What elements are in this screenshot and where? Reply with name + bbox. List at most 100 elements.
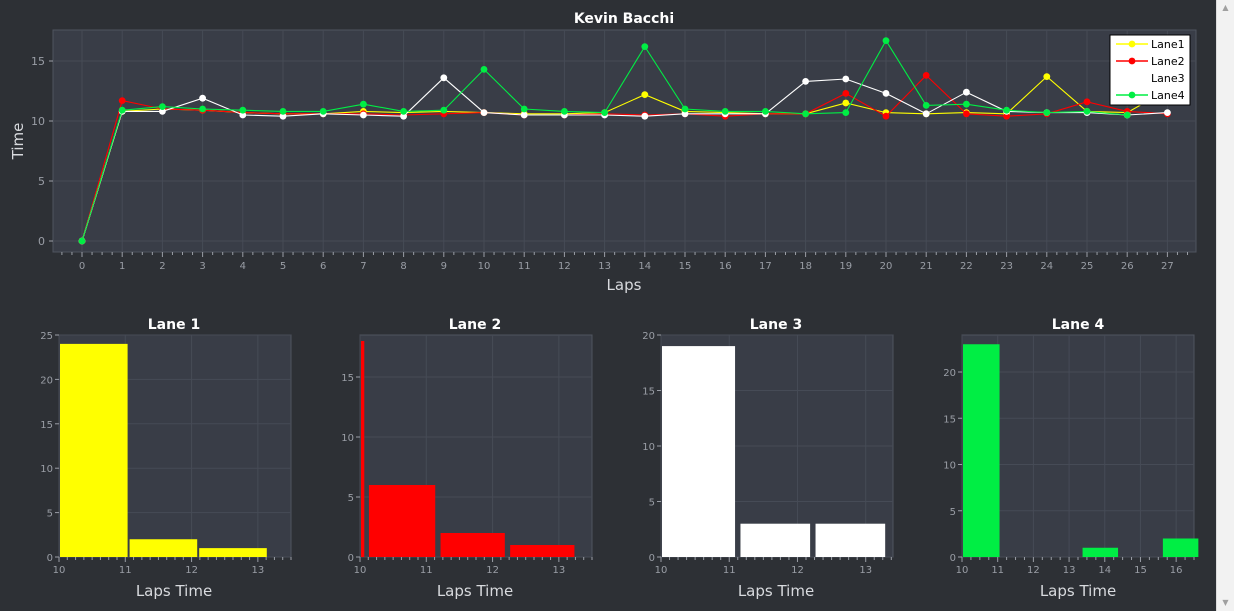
- x-tick-label: 4: [240, 261, 246, 272]
- line-plot-area: [52, 29, 1197, 253]
- data-point-lane4: [963, 100, 970, 108]
- data-point-lane4: [1083, 108, 1091, 115]
- y-tick-label: 15: [31, 55, 45, 68]
- vertical-scrollbar[interactable]: ▲ ▼: [1216, 0, 1234, 611]
- legend-marker-lane3: [1128, 74, 1136, 82]
- x-tick-label: 15: [1134, 565, 1147, 576]
- data-point-lane4: [922, 102, 930, 109]
- data-point-lane1: [1043, 73, 1051, 80]
- lane4-histogram: 0 5 10 15 20 10 11 12 13 14 15 16: [943, 334, 1199, 576]
- y-tick-label: 5: [47, 509, 53, 520]
- scroll-down-arrow-icon[interactable]: ▼: [1222, 598, 1229, 607]
- series-line-lane3: [81, 77, 1168, 242]
- x-tick-label: 11: [991, 565, 1004, 576]
- x-tick-label: 12: [1027, 565, 1040, 576]
- x-tick-label: 9: [441, 261, 447, 272]
- data-point-lane3: [963, 88, 970, 96]
- lane1-histogram: 0 5 10 15 20 25 10 11 12 13: [40, 331, 292, 576]
- histogram-bar: [60, 343, 128, 557]
- histogram-bar: [368, 485, 436, 557]
- x-tick-label: 13: [251, 565, 264, 576]
- histogram-bar: [440, 533, 505, 557]
- data-point-lane2: [882, 112, 890, 120]
- x-tick-label: 12: [558, 261, 571, 272]
- data-point-lane3: [239, 111, 247, 119]
- data-point-lane4: [601, 109, 608, 116]
- y-tick-label: 15: [642, 387, 655, 398]
- y-tick-label: 25: [40, 331, 53, 342]
- data-point-lane4: [440, 106, 448, 114]
- data-point-lane4: [400, 108, 407, 115]
- data-point-lane3: [681, 110, 689, 118]
- lane2-histogram: 0 5 10 15 10 11 12 13: [341, 334, 593, 576]
- x-tick-label: 10: [655, 565, 668, 576]
- data-point-lane3: [922, 110, 930, 118]
- data-point-lane3: [520, 111, 528, 119]
- legend-marker-lane2: [1128, 57, 1136, 65]
- data-point-lane3: [882, 90, 890, 97]
- y-tick-label: 10: [642, 442, 655, 453]
- data-point-lane3: [360, 111, 367, 119]
- histogram-bar: [740, 523, 811, 557]
- y-tick-label: 15: [40, 420, 53, 431]
- legend-label-lane4: Lane4: [1151, 89, 1185, 102]
- data-point-lane4: [480, 66, 488, 73]
- x-tick-label: 25: [1081, 261, 1094, 272]
- x-tick-label: 15: [679, 261, 692, 272]
- data-point-lane2: [963, 110, 970, 118]
- data-point-lane4: [1043, 109, 1051, 116]
- x-tick-label: 27: [1161, 261, 1174, 272]
- x-tick-label: 10: [956, 565, 969, 576]
- histogram-bar: [199, 548, 267, 557]
- x-tick-label: 20: [880, 261, 893, 272]
- x-tick-label: 3: [199, 261, 205, 272]
- histogram-bar: [1162, 538, 1199, 557]
- y-tick-label: 15: [943, 414, 956, 425]
- data-point-lane3: [279, 112, 287, 120]
- series-line-lane2: [81, 74, 1168, 242]
- y-tick-label: 10: [40, 464, 53, 475]
- line-chart-xlabel: Laps: [607, 276, 642, 294]
- data-point-lane3: [199, 94, 207, 102]
- y-tick-label: 10: [341, 433, 354, 444]
- data-point-lane4: [1003, 106, 1010, 114]
- histogram-bar: [963, 344, 1000, 557]
- line-chart-title: Kevin Bacchi: [574, 11, 674, 27]
- legend-box: [1109, 34, 1191, 106]
- data-point-lane4: [520, 105, 528, 113]
- lane2-histogram-xlabel: Laps Time: [437, 582, 513, 600]
- data-point-lane2: [1083, 98, 1091, 106]
- x-tick-label: 13: [552, 565, 565, 576]
- y-tick-label: 5: [950, 507, 956, 518]
- x-tick-label: 13: [1063, 565, 1076, 576]
- data-point-lane3: [159, 108, 166, 115]
- data-point-lane4: [882, 37, 890, 44]
- y-tick-label: 15: [341, 373, 354, 384]
- legend-marker-lane4: [1128, 91, 1136, 99]
- x-tick-label: 7: [360, 261, 366, 272]
- x-tick-label: 12: [486, 565, 499, 576]
- data-point-lane3: [802, 78, 809, 85]
- data-point-lane2: [118, 97, 126, 104]
- scroll-up-arrow-icon[interactable]: ▲: [1222, 3, 1229, 12]
- data-point-lane4: [641, 43, 649, 50]
- y-tick-label: 0: [649, 553, 655, 564]
- data-point-lane4: [360, 100, 367, 108]
- x-tick-label: 2: [159, 261, 165, 272]
- data-point-lane4: [681, 105, 689, 113]
- y-tick-label: 0: [348, 553, 354, 564]
- data-point-lane2: [842, 90, 850, 97]
- data-point-lane4: [721, 108, 729, 115]
- data-point-lane4: [802, 110, 809, 118]
- x-tick-label: 16: [719, 261, 732, 272]
- x-tick-label: 13: [598, 261, 611, 272]
- x-tick-label: 0: [79, 261, 85, 272]
- data-point-lane4: [842, 109, 850, 116]
- data-point-lane4: [762, 108, 769, 115]
- y-tick-label: 20: [642, 331, 655, 342]
- data-point-lane4: [279, 108, 287, 115]
- histogram-bar: [510, 545, 575, 557]
- lane1-histogram-title: Lane 1: [148, 317, 200, 333]
